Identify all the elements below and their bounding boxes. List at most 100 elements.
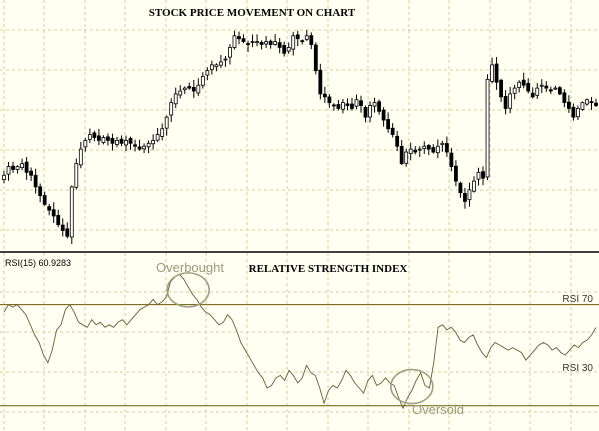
candle-body — [341, 102, 345, 110]
candle-body — [65, 228, 70, 237]
candle — [490, 57, 494, 84]
candle — [499, 78, 503, 102]
candle — [485, 74, 490, 181]
candle — [449, 147, 454, 172]
candle-body — [128, 138, 133, 144]
candle-body — [517, 81, 522, 88]
candle-body — [187, 86, 192, 89]
candle-body — [268, 40, 273, 45]
candle — [214, 63, 219, 72]
candle — [164, 115, 169, 136]
overbought-label: Overbought — [156, 260, 224, 275]
candle — [426, 144, 431, 156]
candle — [110, 133, 115, 151]
candle-body — [422, 145, 427, 149]
candle-body — [60, 224, 65, 231]
candle — [282, 41, 287, 57]
candle-body — [241, 38, 246, 43]
candle — [350, 98, 354, 111]
candle — [404, 148, 409, 167]
rsi-line — [3, 273, 597, 410]
candle-body — [56, 215, 61, 226]
candle — [223, 56, 228, 67]
candle — [24, 157, 29, 180]
candle — [241, 34, 246, 44]
candle — [467, 182, 472, 207]
candle-body — [399, 146, 404, 165]
candle — [142, 143, 146, 154]
candle — [322, 86, 327, 103]
candle — [557, 85, 562, 96]
candle-body — [173, 93, 178, 105]
candle — [237, 31, 241, 45]
candle — [155, 127, 160, 142]
candle — [576, 105, 580, 121]
candle-body — [435, 145, 440, 154]
candle-body — [562, 92, 567, 104]
candle-body — [83, 140, 88, 148]
candle-body — [137, 146, 142, 150]
candle-body — [576, 108, 580, 118]
candle — [87, 128, 92, 143]
candle — [363, 105, 368, 123]
candle — [259, 40, 264, 50]
candle-body — [164, 116, 169, 129]
candle-body — [255, 41, 259, 44]
candle-body — [476, 171, 481, 180]
candle — [472, 176, 476, 193]
candle-body — [237, 36, 241, 40]
candle — [74, 158, 79, 190]
candle-body — [413, 149, 418, 153]
candle — [535, 83, 540, 99]
candle — [277, 38, 282, 54]
candle — [539, 79, 544, 94]
candle — [173, 87, 178, 109]
candle-body — [6, 166, 11, 175]
candle-body — [277, 42, 282, 48]
candle — [413, 146, 418, 155]
candle — [331, 103, 336, 111]
candle-body — [24, 161, 29, 173]
candle — [395, 130, 400, 152]
candle — [69, 185, 74, 245]
candle-body — [20, 163, 24, 169]
candle-body — [327, 96, 332, 104]
candle — [196, 78, 201, 97]
candle — [137, 139, 142, 151]
candle — [232, 30, 237, 50]
candle — [566, 95, 571, 113]
candle-body — [535, 87, 540, 96]
candle — [101, 135, 106, 145]
candle — [286, 42, 291, 54]
candle-body — [11, 165, 15, 170]
candle-body — [503, 96, 508, 109]
candle — [585, 98, 589, 106]
candle-body — [282, 44, 287, 54]
candle-body — [481, 171, 485, 179]
candle-body — [300, 40, 305, 43]
candle — [440, 140, 445, 152]
candle-body — [417, 148, 422, 151]
candle-body — [155, 134, 160, 141]
rsi-chart-title: RELATIVE STRENGTH INDEX — [249, 263, 408, 275]
candle — [408, 142, 413, 161]
candle-body — [490, 64, 494, 82]
candle — [390, 123, 395, 138]
candle-body — [395, 135, 400, 147]
candle-body — [544, 85, 549, 89]
candle-body — [110, 137, 115, 144]
candle — [494, 57, 499, 90]
candle — [526, 78, 531, 94]
candle — [530, 87, 535, 99]
candle — [187, 82, 192, 90]
candle — [309, 32, 314, 50]
rsi-70-label: RSI 70 — [562, 294, 593, 305]
candle-body — [557, 87, 562, 95]
candle-body — [160, 128, 165, 137]
candle-body — [15, 166, 20, 171]
candle-body — [51, 209, 56, 217]
candle-body — [530, 92, 535, 98]
candle — [29, 167, 34, 181]
